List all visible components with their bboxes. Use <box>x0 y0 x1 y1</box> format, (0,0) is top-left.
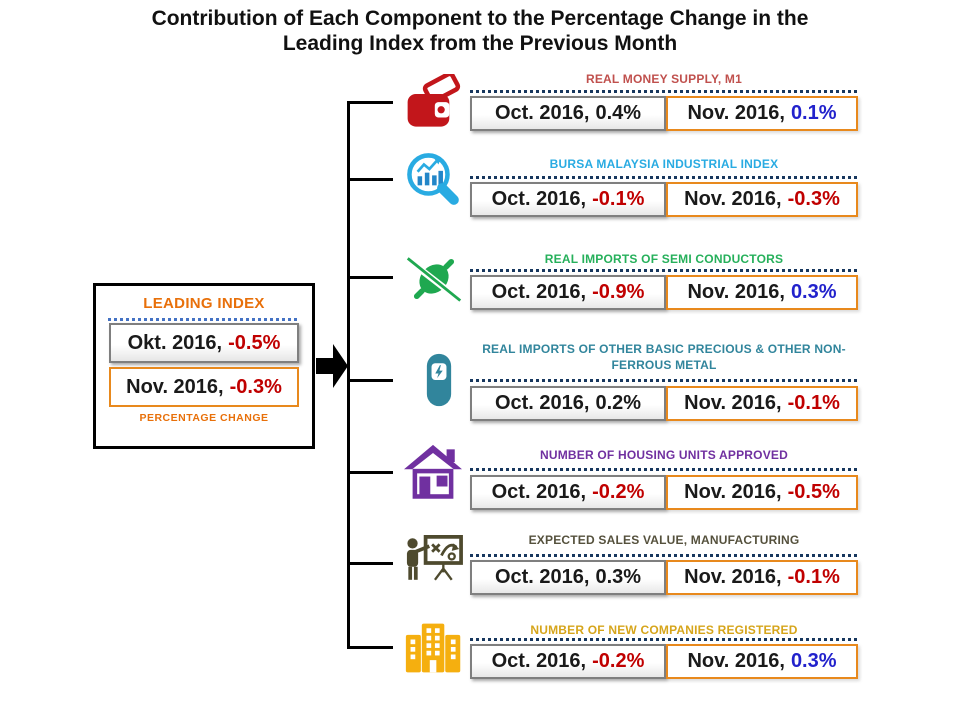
page-title-line2: Leading Index from the Previous Month <box>282 32 678 55</box>
nov-label: Nov. 2016, <box>126 375 224 398</box>
nov-value: -0.3% <box>787 188 840 210</box>
presenter-board-icon <box>404 535 464 596</box>
oct-label: Oct. 2016, <box>491 650 587 672</box>
oct-value-box: Oct. 2016, -0.1% <box>470 182 666 217</box>
nov-label: Nov. 2016, <box>684 481 782 503</box>
component-title: REAL IMPORTS OF SEMI CONDUCTORS <box>544 252 784 266</box>
nov-value-box: Nov. 2016, 0.3% <box>666 275 858 310</box>
tree-branch-line <box>347 101 393 104</box>
dotted-divider <box>470 379 859 382</box>
right-arrow-icon <box>316 344 348 393</box>
nov-value: -0.3% <box>229 375 282 398</box>
dotted-divider <box>108 318 300 321</box>
oct-value: -0.2% <box>592 481 645 503</box>
nov-value-box: Nov. 2016, -0.1% <box>666 386 858 421</box>
house-icon <box>404 444 462 505</box>
leading-index-nov-box: Nov. 2016, -0.3% <box>109 367 299 407</box>
component-title: EXPECTED SALES VALUE, MANUFACTURING <box>528 533 800 547</box>
nov-label: Nov. 2016, <box>684 188 782 210</box>
oct-label: Oct. 2016, <box>494 566 590 588</box>
oct-value-box: Oct. 2016, -0.2% <box>470 644 666 679</box>
nov-value: 0.1% <box>790 102 837 124</box>
dotted-divider <box>470 554 859 557</box>
component-title: REAL MONEY SUPPLY, M1 <box>585 72 743 86</box>
tree-branch-line <box>347 276 393 279</box>
page-title-line1: Contribution of Each Component to the Pe… <box>151 7 809 30</box>
oct-label: Oct. 2016, <box>494 392 590 414</box>
oct-value-box: Oct. 2016, 0.2% <box>470 386 666 421</box>
leading-index-oct-box: Okt. 2016, -0.5% <box>109 323 299 363</box>
oct-value: -0.5% <box>228 331 281 354</box>
battery-icon <box>424 352 454 413</box>
oct-value-box: Oct. 2016, 0.3% <box>470 560 666 595</box>
oct-label: Oct. 2016, <box>491 281 587 303</box>
oct-label: Okt. 2016, <box>127 331 223 354</box>
tree-trunk-line <box>347 101 350 649</box>
magnifier-chart-icon <box>404 150 462 213</box>
oct-value: 0.4% <box>595 102 642 124</box>
nov-label: Nov. 2016, <box>687 281 785 303</box>
nov-value: -0.5% <box>787 481 840 503</box>
component-title: BURSA MALAYSIA INDUSTRIAL INDEX <box>549 157 779 171</box>
leading-index-title: LEADING INDEX <box>143 295 265 312</box>
dotted-divider <box>470 90 859 93</box>
buildings-icon <box>404 620 464 679</box>
oct-value: -0.1% <box>592 188 645 210</box>
component-title: NUMBER OF HOUSING UNITS APPROVED <box>540 448 788 462</box>
nov-value-box: Nov. 2016, 0.1% <box>666 96 858 131</box>
component-title: NUMBER OF NEW COMPANIES REGISTERED <box>530 623 798 637</box>
dotted-divider <box>470 269 859 272</box>
oct-value: -0.2% <box>592 650 645 672</box>
plug-icon <box>404 249 464 314</box>
page-title: Contribution of Each Component to the Pe… <box>0 6 960 56</box>
tree-branch-line <box>347 562 393 565</box>
nov-value-box: Nov. 2016, -0.1% <box>666 560 858 595</box>
nov-value: -0.1% <box>787 566 840 588</box>
oct-value-box: Oct. 2016, 0.4% <box>470 96 666 131</box>
dotted-divider <box>470 468 859 471</box>
tree-branch-line <box>347 471 393 474</box>
oct-label: Oct. 2016, <box>494 102 590 124</box>
tree-branch-line <box>347 646 393 649</box>
oct-label: Oct. 2016, <box>491 481 587 503</box>
oct-value: -0.9% <box>592 281 645 303</box>
wallet-icon <box>404 71 462 137</box>
nov-label: Nov. 2016, <box>684 392 782 414</box>
dotted-divider <box>470 638 859 641</box>
oct-value-box: Oct. 2016, -0.2% <box>470 475 666 510</box>
percentage-change-caption: PERCENTAGE CHANGE <box>139 412 269 424</box>
tree-branch-line <box>347 379 393 382</box>
oct-label: Oct. 2016, <box>491 188 587 210</box>
nov-value: 0.3% <box>790 281 837 303</box>
component-title: REAL IMPORTS OF OTHER BASIC PRECIOUS & O… <box>482 342 846 372</box>
oct-value-box: Oct. 2016, -0.9% <box>470 275 666 310</box>
oct-value: 0.2% <box>595 392 642 414</box>
dotted-divider <box>470 176 859 179</box>
tree-branch-line <box>347 178 393 181</box>
nov-value: -0.1% <box>787 392 840 414</box>
nov-value-box: Nov. 2016, -0.3% <box>666 182 858 217</box>
leading-index-panel: LEADING INDEX Okt. 2016, -0.5% Nov. 2016… <box>93 283 315 449</box>
nov-value: 0.3% <box>790 650 837 672</box>
nov-label: Nov. 2016, <box>687 102 785 124</box>
nov-value-box: Nov. 2016, 0.3% <box>666 644 858 679</box>
nov-label: Nov. 2016, <box>687 650 785 672</box>
oct-value: 0.3% <box>595 566 642 588</box>
nov-value-box: Nov. 2016, -0.5% <box>666 475 858 510</box>
nov-label: Nov. 2016, <box>684 566 782 588</box>
